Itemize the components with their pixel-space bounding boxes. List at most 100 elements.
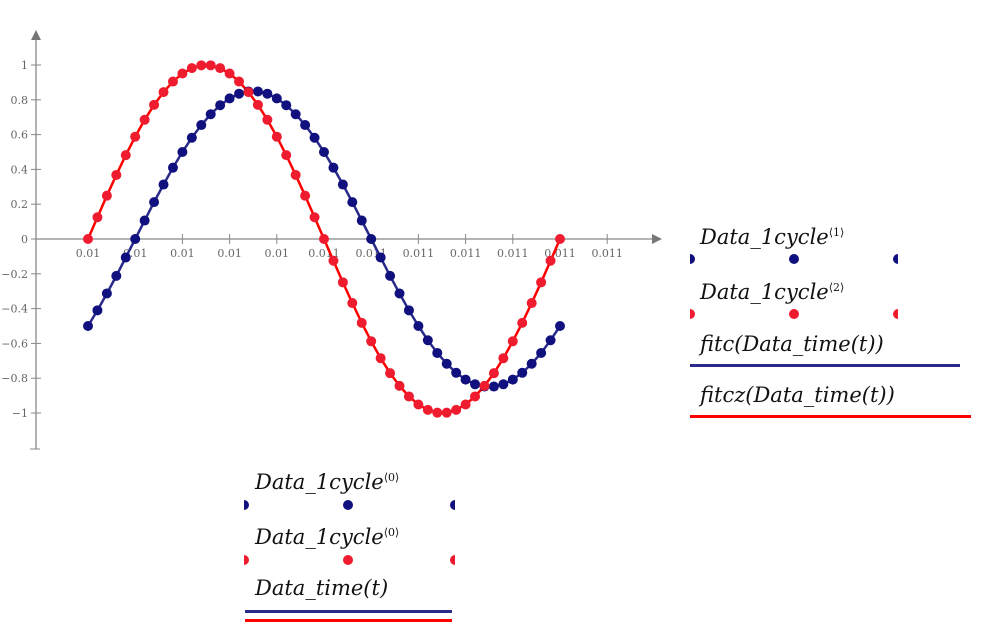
y-tick-label: 0.8 xyxy=(11,94,29,107)
data-point-series-1 xyxy=(130,131,141,142)
data-point-series-1 xyxy=(281,150,292,161)
data-point-series-1 xyxy=(92,212,103,223)
axes xyxy=(30,30,662,450)
data-point-series-0 xyxy=(488,381,499,392)
data-point-series-1 xyxy=(526,298,537,309)
data-point-series-0 xyxy=(375,252,386,263)
y-axis-arrow-icon xyxy=(31,30,41,40)
data-point-series-0 xyxy=(252,86,263,97)
y-tick-label: −1 xyxy=(12,407,28,420)
legend-y-item-1[interactable]: Data_1cycle⟨1⟩ xyxy=(700,225,844,249)
y-tick-label: 0.2 xyxy=(11,198,29,211)
data-point-series-0 xyxy=(120,252,131,263)
legend-label: Data_1cycle xyxy=(700,225,829,249)
data-point-series-0 xyxy=(394,288,405,299)
data-point-series-0 xyxy=(130,234,141,244)
data-point-series-0 xyxy=(83,321,93,331)
data-point-series-0 xyxy=(215,100,226,111)
data-point-series-0 xyxy=(366,234,377,244)
legend-dot xyxy=(789,309,799,319)
legend-label: Data_1cycle xyxy=(700,280,829,304)
data-point-series-0 xyxy=(224,93,235,104)
x-axis-arrow-icon xyxy=(652,234,662,244)
data-point-series-1 xyxy=(555,234,565,244)
data-point-series-0 xyxy=(526,358,537,369)
legend-y-item-4[interactable]: fitcz(Data_time(t)) xyxy=(700,383,895,407)
data-point-series-1 xyxy=(139,114,150,125)
x-tick-label: 0.011 xyxy=(403,247,435,260)
legend-dot-half-right xyxy=(450,500,455,510)
data-point-series-0 xyxy=(413,321,424,331)
y-tick-label: −0.8 xyxy=(1,372,28,385)
legend-label: Data_1cycle xyxy=(255,470,384,494)
data-point-series-1 xyxy=(545,255,556,266)
data-point-series-1 xyxy=(262,114,273,125)
data-point-series-1 xyxy=(488,368,499,379)
legend-dot-half-left xyxy=(690,309,695,319)
legend-line-blue xyxy=(690,364,960,367)
data-point-series-0 xyxy=(460,374,471,385)
data-point-series-0 xyxy=(328,162,339,173)
legend-dot-half-left xyxy=(690,254,695,264)
legend-dot-half-left xyxy=(244,500,249,510)
data-point-series-0 xyxy=(101,288,112,299)
y-tick-label: 0.4 xyxy=(11,163,29,176)
data-point-series-0 xyxy=(271,93,282,104)
data-point-series-0 xyxy=(422,335,433,346)
data-point-series-0 xyxy=(158,179,169,190)
data-point-series-1 xyxy=(470,391,481,402)
data-point-series-1 xyxy=(120,150,131,161)
data-point-series-1 xyxy=(507,336,518,347)
x-tick-label: 0.01 xyxy=(217,247,242,260)
data-point-series-0 xyxy=(149,197,160,208)
data-point-series-0 xyxy=(300,120,311,131)
legend-line-red xyxy=(245,619,452,622)
legend-x-item-2[interactable]: Data_1cycle⟨0⟩ xyxy=(255,525,399,549)
legend-superscript: ⟨1⟩ xyxy=(828,226,845,239)
data-point-series-0 xyxy=(517,367,528,378)
data-point-series-1 xyxy=(517,317,528,328)
data-point-series-1 xyxy=(328,255,339,266)
legend-superscript: ⟨0⟩ xyxy=(383,471,400,484)
data-point-series-0 xyxy=(196,120,207,131)
data-point-series-1 xyxy=(479,380,490,391)
data-point-series-1 xyxy=(403,391,414,402)
legend-y-item-3[interactable]: fitc(Data_time(t)) xyxy=(700,332,884,356)
legend-y-item-2[interactable]: Data_1cycle⟨2⟩ xyxy=(700,280,844,304)
x-tick-label: 0.011 xyxy=(497,247,529,260)
data-point-series-1 xyxy=(149,99,160,110)
data-point-series-1 xyxy=(167,76,178,87)
data-point-series-1 xyxy=(375,353,386,364)
data-point-series-1 xyxy=(432,407,443,418)
data-point-series-0 xyxy=(555,321,565,331)
legend-x-item-3[interactable]: Data_time(t) xyxy=(255,576,389,600)
y-tick-label: 0.6 xyxy=(11,129,29,142)
data-point-series-0 xyxy=(347,197,358,208)
data-point-series-1 xyxy=(451,404,462,415)
data-point-series-0 xyxy=(139,215,150,226)
data-point-series-1 xyxy=(385,368,396,379)
data-point-series-1 xyxy=(300,190,311,201)
data-point-series-1 xyxy=(394,380,405,391)
legend-x-item-1[interactable]: Data_1cycle⟨0⟩ xyxy=(255,470,399,494)
data-point-series-1 xyxy=(366,336,377,347)
data-point-series-0 xyxy=(356,215,367,226)
data-point-series-1 xyxy=(356,317,367,328)
y-tick-label: 0 xyxy=(21,233,28,246)
data-point-series-1 xyxy=(224,68,235,79)
data-point-series-0 xyxy=(290,109,301,120)
data-point-series-0 xyxy=(385,270,396,281)
data-point-series-0 xyxy=(186,132,197,143)
legend-dot-half-left xyxy=(244,555,249,565)
data-point-series-1 xyxy=(186,63,197,74)
data-point-series-0 xyxy=(403,305,414,316)
data-point-series-1 xyxy=(347,298,358,309)
legend-dot xyxy=(343,555,353,565)
data-point-series-1 xyxy=(101,190,112,201)
x-tick-label: 0.01 xyxy=(265,247,290,260)
data-point-series-0 xyxy=(111,270,122,281)
data-point-series-0 xyxy=(309,132,320,143)
data-point-series-0 xyxy=(167,162,178,173)
data-point-series-1 xyxy=(196,60,207,71)
